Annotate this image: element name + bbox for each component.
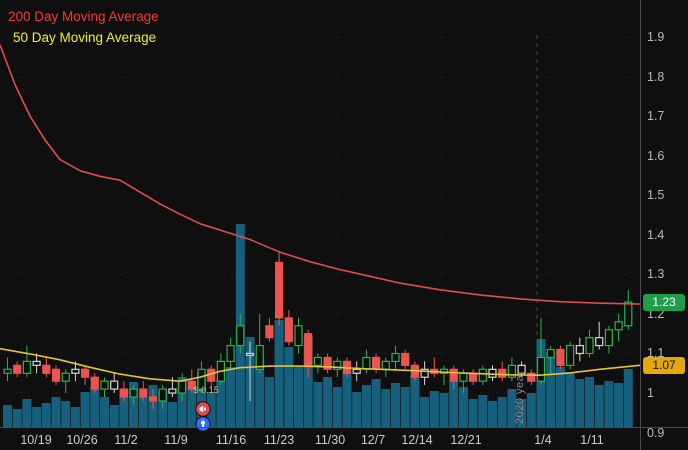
- price-tick-label: 1.4: [647, 227, 665, 242]
- time-axis-label: 11/16: [215, 433, 247, 447]
- price-tick-label: 1.3: [647, 267, 665, 282]
- legend-ma200-label: 200 Day Moving Average: [8, 9, 159, 24]
- time-axis-label: 11/23: [263, 433, 295, 447]
- price-tick-label: 1.6: [647, 148, 665, 163]
- time-axis-label: 11/30: [314, 433, 346, 447]
- time-axis-label: 12/14: [401, 433, 433, 447]
- time-axis-label: 10/19: [20, 433, 52, 447]
- time-axis-label: 10/26: [66, 433, 98, 447]
- price-tick-label: 1.9: [647, 30, 665, 44]
- price-tick-label: 1: [647, 386, 654, 401]
- keyhole-icon: [201, 420, 205, 428]
- time-axis-label: 11/9: [164, 433, 188, 447]
- price-tick-label: 0.9: [647, 425, 665, 440]
- volume-series: [3, 224, 633, 427]
- price-axis[interactable]: 1.23 1.07 1.9 1.8 1.7 1.6 1.5 1.4 1.3 1.2 1.1 1 0.…: [640, 0, 688, 450]
- time-axis-label: 1/11: [580, 433, 604, 447]
- earnings-value-label: $-0.15: [193, 385, 219, 395]
- time-axis[interactable]: 10/19 10/26 11/2 11/9 11/16 11/23 11/30 12/7 12/…: [0, 427, 688, 450]
- last-price-badge: 1.23: [643, 293, 685, 311]
- ma-50-line: [0, 347, 641, 382]
- time-axis-label: 12/21: [450, 433, 482, 447]
- legend-ma50-label: 50 Day Moving Average: [13, 30, 157, 45]
- price-tick-label: 1.7: [647, 109, 665, 124]
- time-axis-label: 12/7: [360, 433, 386, 447]
- price-tick-label: 1.8: [647, 69, 665, 84]
- ma50-price-badge: 1.07: [643, 356, 685, 374]
- time-axis-label: 11/2: [114, 433, 138, 447]
- ma-200-line: [0, 44, 641, 305]
- earnings-marker[interactable]: [195, 401, 211, 417]
- price-tick-label: 1.5: [647, 188, 665, 203]
- year-label: 2020 year: [514, 370, 526, 424]
- indicator-legend: 200 Day Moving Average 50 Day Moving Ave…: [8, 6, 159, 48]
- megaphone-icon: [199, 405, 206, 413]
- time-axis-label: 1/4: [534, 433, 552, 447]
